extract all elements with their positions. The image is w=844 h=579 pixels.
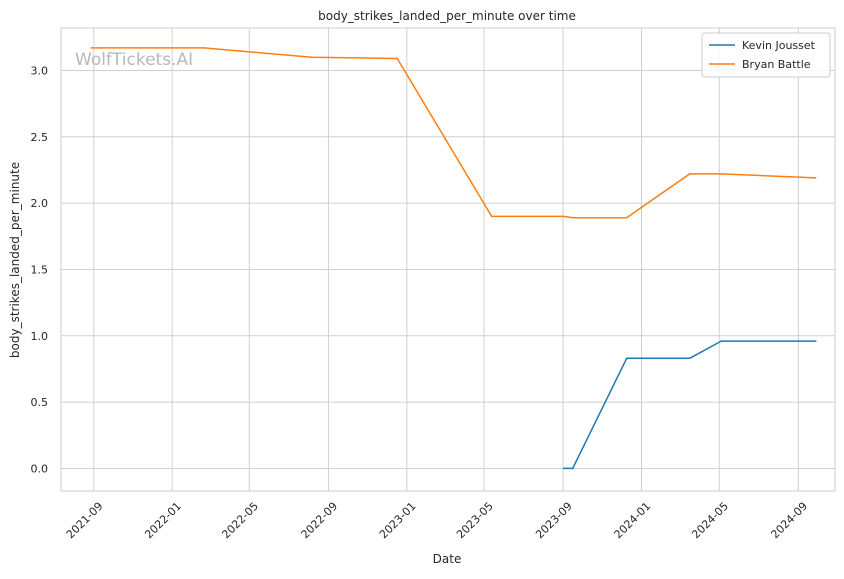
series-layer [90,47,817,470]
y-axis-label: body_strikes_landed_per_minute [8,162,22,358]
data-point [720,340,723,342]
data-point [571,216,574,219]
data-point [688,173,691,175]
data-point [490,215,493,218]
data-point [562,467,565,470]
series-line-kevin-jousset [563,340,816,470]
data-point [90,47,93,49]
grid [61,28,835,491]
y-tick-label: 1.0 [31,330,49,343]
watermark-text: WolfTickets.AI [75,50,193,70]
data-point [720,173,723,175]
y-tick-label: 2.0 [31,197,49,210]
data-point [688,357,691,360]
y-tick-label: 0.5 [31,396,49,409]
legend-box [701,32,831,78]
data-point [310,56,313,58]
y-tick-label: 0.0 [31,462,49,475]
legend-label: Kevin Jousset [742,39,816,52]
y-tick-label: 3.0 [31,64,49,77]
data-point [396,57,399,60]
y-tick-label: 1.5 [31,263,49,276]
plot-area-frame [60,27,836,492]
chart-title: body_strikes_landed_per_minute over time [318,9,576,23]
legend: Kevin Jousset Bryan Battle [701,32,831,78]
data-point [814,177,817,179]
data-point [625,216,628,219]
data-point [625,357,628,360]
data-point [562,215,565,218]
data-point [814,340,817,342]
legend-label: Bryan Battle [742,58,811,71]
y-tick-label: 2.5 [31,131,49,144]
data-point [202,47,205,49]
x-axis-label: Date [433,552,462,566]
data-point [571,467,574,470]
y-axis-ticks: 0.0 0.5 1.0 1.5 2.0 2.5 3.0 [31,64,49,475]
legend-items: Kevin Jousset Bryan Battle [709,39,816,71]
